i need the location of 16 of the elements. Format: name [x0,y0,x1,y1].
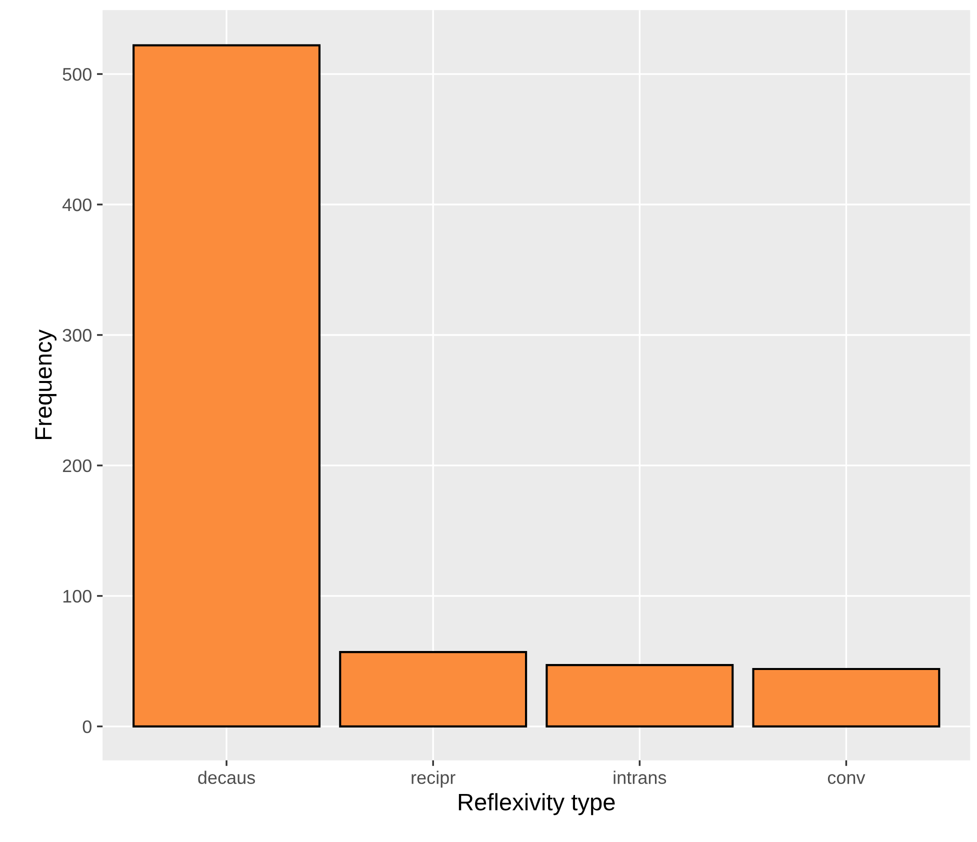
y-axis-title: Frequency [35,329,56,440]
x-tick-label: intrans [614,770,666,784]
y-tick-label: 500 [62,68,92,81]
x-axis-title: Reflexivity type [458,793,615,816]
y-tick-label: 100 [63,590,92,603]
y-tick-label: 0 [82,720,92,734]
bar [752,668,940,728]
bar [132,44,321,728]
bar [339,650,528,728]
bar [546,664,734,728]
y-tick-label: 400 [62,198,92,212]
x-tick-label: decaus [198,770,255,784]
y-tick-label: 200 [62,459,92,472]
y-tick-label: 300 [62,328,92,342]
x-tick-label: recipr [412,770,456,788]
x-tick-label: conv [828,774,866,784]
